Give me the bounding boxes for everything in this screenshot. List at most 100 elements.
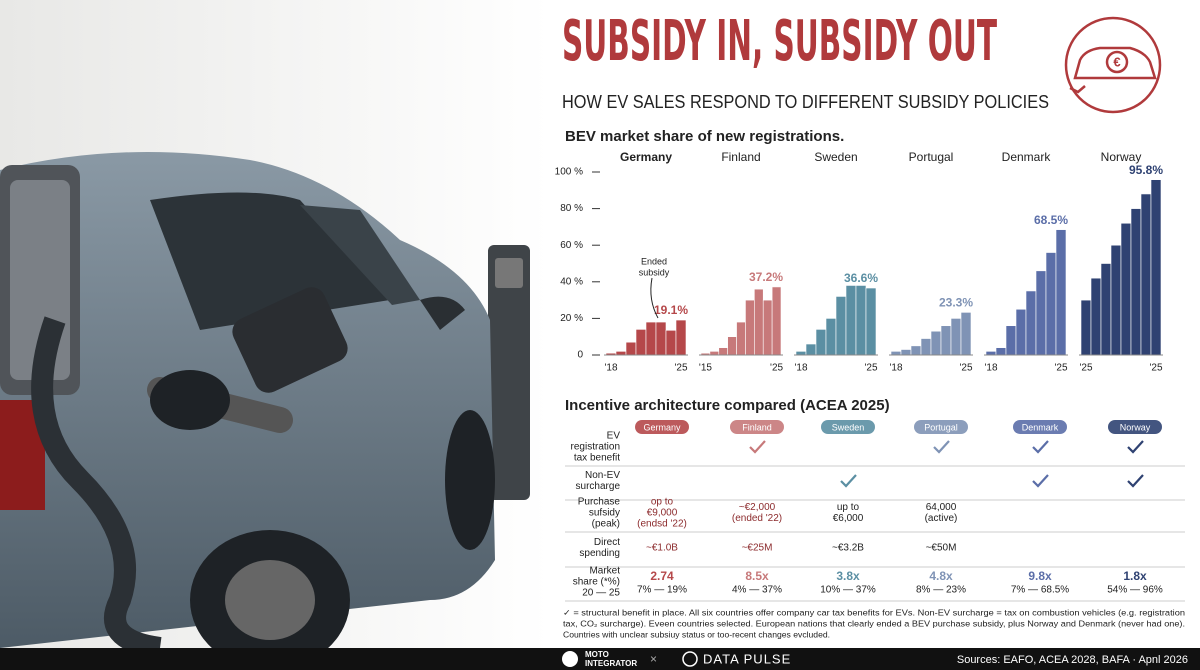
- panel-title: Norway: [1101, 150, 1142, 164]
- row-label: sufsidy: [589, 508, 620, 519]
- bar: [762, 299, 773, 356]
- bar: [615, 351, 627, 356]
- page-subtitle: HOW EV SALES RESPOND TO DIFFERENT SUBSID…: [562, 92, 1049, 112]
- bar: [950, 318, 962, 356]
- page-title: SUBSIDY IN, SUBSIDY OUT: [562, 9, 997, 74]
- y-tick-label: 20 %: [560, 313, 583, 324]
- annotation: Ended: [641, 256, 667, 266]
- bar: [1140, 193, 1152, 356]
- share-range: 10% — 37%: [820, 585, 876, 596]
- row-label: EV: [607, 431, 621, 442]
- share-range: 7% — 68.5%: [1011, 585, 1069, 596]
- brand-name: INTEGRATOR: [585, 659, 637, 668]
- bar: [795, 351, 807, 356]
- table-cell: up to: [837, 502, 860, 513]
- bar: [1130, 208, 1142, 356]
- brand-name: DATA PULSE: [703, 651, 791, 666]
- bar: [1100, 263, 1112, 356]
- check-icon: [1127, 474, 1144, 488]
- share-multiple: 4.8x: [929, 569, 953, 583]
- footnote: Countries with unclear subsiuy status or…: [563, 629, 830, 639]
- brand-logo: [562, 651, 578, 667]
- bar: [1045, 252, 1057, 356]
- y-tick-label: 40 %: [560, 276, 583, 287]
- bar: [995, 347, 1007, 356]
- bar: [865, 287, 877, 356]
- bar: [665, 329, 677, 356]
- share-multiple: 3.8x: [836, 569, 860, 583]
- country-pill: [1108, 420, 1162, 434]
- bar: [1090, 277, 1102, 356]
- value-label: 37.2%: [749, 270, 783, 284]
- table-cell: €6,000: [833, 513, 864, 524]
- bar: [1120, 222, 1132, 356]
- row-label: Direct: [594, 537, 620, 548]
- table-cell: (ended '22): [732, 513, 782, 524]
- panel-title: Denmark: [1002, 150, 1052, 164]
- bar: [1110, 244, 1122, 356]
- column-header: Portugal: [924, 422, 958, 432]
- footer-bar: [0, 648, 1200, 670]
- check-icon: [840, 474, 857, 488]
- bar: [890, 351, 902, 356]
- annotation: subsidy: [639, 267, 670, 277]
- bar: [855, 285, 867, 356]
- table-cell: op to: [651, 497, 674, 508]
- check-icon: [933, 440, 950, 454]
- y-tick-label: 80 %: [560, 203, 583, 214]
- panel-title: Portugal: [909, 150, 954, 164]
- x-tick-label: '18: [604, 363, 617, 374]
- row-label: surcharge: [576, 481, 621, 492]
- check-icon: [1127, 440, 1144, 454]
- bar: [960, 312, 972, 356]
- x-tick-label: '25: [1054, 363, 1067, 374]
- x-tick-label: '25: [1149, 363, 1162, 374]
- bar: [900, 349, 912, 356]
- share-range: 8% — 23%: [916, 585, 966, 596]
- value-label: 36.6%: [844, 271, 878, 285]
- x-tick-label: '25: [674, 363, 687, 374]
- bar: [745, 299, 755, 356]
- bar: [805, 343, 817, 356]
- row-label: share (*%): [573, 577, 620, 588]
- bar: [1005, 325, 1017, 356]
- row-label: 20 — 25: [582, 588, 620, 599]
- x-tick-label: '25: [959, 363, 972, 374]
- section-title: BEV market share of new registrations.: [565, 128, 844, 145]
- bar: [736, 321, 746, 356]
- table-cell: (active): [925, 513, 958, 524]
- x-tick-label: '25: [864, 363, 877, 374]
- bar: [1150, 179, 1162, 356]
- footnote: ✓ = structural benefit in place. All six…: [563, 607, 1185, 617]
- value-label: 23.3%: [939, 296, 973, 310]
- bar: [920, 338, 932, 356]
- y-tick-label: 60 %: [560, 240, 583, 251]
- x-tick-label: '18: [889, 363, 902, 374]
- euro-icon: €: [1113, 54, 1120, 69]
- y-tick-label: 100 %: [555, 167, 583, 178]
- table-cell: ~€50M: [926, 543, 957, 554]
- bar: [930, 330, 942, 356]
- bar: [655, 321, 667, 356]
- column-header: Finland: [742, 422, 772, 432]
- x-tick-label: '15: [699, 363, 712, 374]
- bar: [718, 347, 728, 356]
- country-pill: [1013, 420, 1067, 434]
- panel-title: Finland: [721, 150, 760, 164]
- check-icon: [1032, 440, 1049, 454]
- row-label: registration: [571, 442, 620, 453]
- panel-title: Sweden: [814, 150, 857, 164]
- column-header: Denmark: [1022, 422, 1059, 432]
- y-tick-label: 0: [577, 350, 583, 361]
- value-label: 68.5%: [1034, 213, 1068, 227]
- car-photo: [0, 152, 530, 670]
- row-label: tax benefit: [574, 453, 620, 464]
- row-label: (peak): [592, 519, 620, 530]
- value-label: 95.8%: [1129, 163, 1163, 177]
- bar: [815, 329, 827, 356]
- table-cell: €9,000: [647, 508, 678, 519]
- country-pill: [730, 420, 784, 434]
- bar: [1035, 270, 1047, 356]
- brand-logo: [682, 651, 698, 667]
